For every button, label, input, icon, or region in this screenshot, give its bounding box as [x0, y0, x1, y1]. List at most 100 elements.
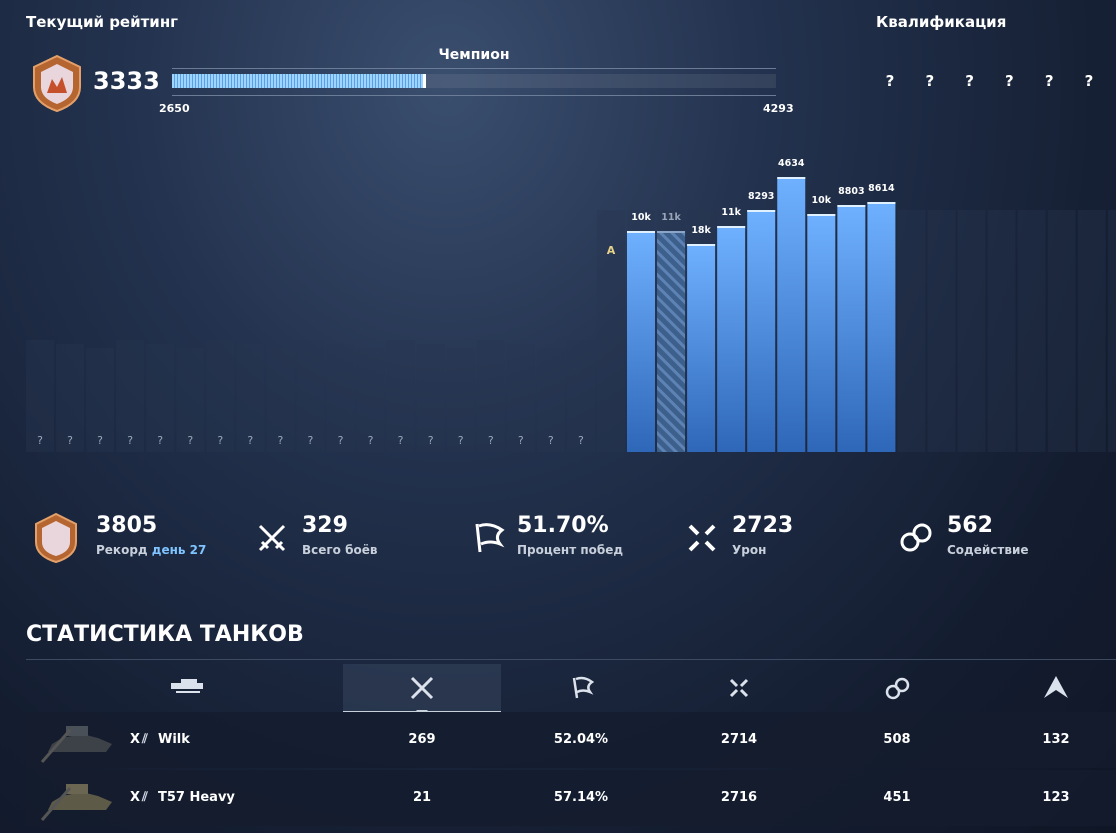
bar-label: 11k [721, 207, 741, 218]
rating-bar [717, 226, 746, 452]
tank-stat: 57.14% [553, 790, 609, 805]
table-header [171, 676, 1068, 712]
rating-bar [627, 231, 655, 452]
progress-min: 2650 [159, 102, 190, 115]
empty-slot: ? [578, 434, 584, 447]
chart-column [56, 344, 85, 452]
empty-slot: ? [338, 434, 344, 447]
bar-cap [627, 231, 655, 233]
title-rule [26, 659, 1116, 660]
tank-class: ⫽ [142, 790, 148, 805]
chart-column [86, 348, 115, 452]
tank-row[interactable]: X ⫽ Wilk 269 52.04% 2714 508 132 [26, 712, 1116, 768]
tank-image [40, 726, 112, 763]
bar-label: 8803 [838, 186, 864, 197]
record-badge [35, 512, 77, 564]
progress-frame [172, 68, 776, 96]
empty-slot: ? [217, 434, 223, 447]
tank-stat: 451 [883, 790, 911, 805]
rating-bar [687, 244, 716, 452]
bar-cap [717, 226, 746, 228]
chart-column [176, 348, 205, 452]
tank-stat: 132 [1042, 732, 1070, 747]
chart-column [326, 344, 355, 452]
chart-column [356, 348, 385, 452]
stat-label: Всего боёв [302, 543, 378, 557]
bar-label: 11k [661, 212, 681, 223]
progress-max: 4293 [763, 102, 794, 115]
empty-slot: ? [37, 434, 43, 447]
empty-slot: ? [548, 434, 554, 447]
record-text: Рекорд [96, 543, 148, 557]
empty-slot: ? [458, 434, 464, 447]
progress-fill [172, 74, 427, 88]
tank-stat: 508 [883, 732, 911, 747]
chart-column [957, 210, 986, 452]
tank-stat: 123 [1042, 790, 1070, 805]
tank-stat: 269 [408, 732, 436, 747]
tank-stat: 2716 [720, 790, 758, 805]
rating-bar [657, 231, 686, 452]
stat-label: Процент побед [517, 543, 624, 557]
stat-label: Урон [732, 543, 767, 557]
empty-slot: ? [97, 434, 103, 447]
tank-row[interactable]: X ⫽ T57 Heavy 21 57.14% 2716 451 123 [26, 770, 1116, 826]
rating-bar [837, 205, 866, 452]
rating-bar [777, 177, 806, 452]
bar-label: 8614 [868, 183, 895, 194]
chart-column [386, 340, 415, 452]
rating-bar [747, 210, 776, 452]
bar-label: 4634 [778, 158, 805, 169]
chart-column [476, 340, 505, 452]
bar-cap [747, 210, 776, 212]
battles-icon [258, 524, 286, 552]
tanks-title: СТАТИСТИКА ТАНКОВ [26, 622, 304, 647]
bar-cap [657, 231, 686, 233]
stat-value: 329 [302, 513, 348, 538]
tank-stat: 2714 [720, 732, 758, 747]
chart-column [506, 344, 535, 452]
tank-stat: 21 [412, 790, 432, 805]
empty-slot: ? [187, 434, 193, 447]
chart-column [1107, 210, 1116, 452]
bar-cap [867, 202, 896, 204]
tank-name: T57 Heavy [158, 790, 235, 805]
tank-image [40, 784, 112, 821]
empty-slot: ? [518, 434, 524, 447]
tank-stat: 52.04% [553, 732, 609, 747]
record-label: Рекорд день 27 [96, 543, 206, 557]
tank-name: Wilk [158, 732, 190, 747]
chart-column [236, 344, 265, 452]
chart-column [206, 340, 235, 452]
qualification-slot: ? [925, 72, 935, 90]
chart-column [596, 210, 625, 452]
chart-marker: A [607, 244, 616, 257]
empty-slot: ? [308, 434, 314, 447]
qualification-slot: ? [1084, 72, 1094, 90]
empty-slot: ? [247, 434, 253, 447]
chart-column [296, 340, 325, 452]
chart-column [416, 344, 445, 452]
empty-slot: ? [127, 434, 133, 447]
empty-slot: ? [277, 434, 283, 447]
qualification-slot: ? [1044, 72, 1054, 90]
bar-cap [807, 214, 836, 216]
tank-tier: X [130, 790, 141, 805]
chart-column [1047, 210, 1076, 452]
stat-label: Содействие [947, 543, 1029, 557]
chart-column [266, 348, 295, 452]
assist-icon [900, 523, 932, 552]
league-badge [33, 54, 81, 113]
stat-value: 2723 [732, 513, 794, 538]
bar-cap [777, 177, 806, 179]
empty-slot: ? [157, 434, 163, 447]
stat-value: 51.70% [517, 513, 609, 538]
rating-bar [807, 214, 836, 452]
rating-chart: ?????????????????? ? A 10k 11k 18k 11k 8293 4634… [26, 158, 1116, 452]
chart-column [987, 210, 1016, 452]
league-name: Чемпион [438, 47, 510, 63]
wins-icon [475, 523, 505, 553]
empty-slot: ? [488, 434, 494, 447]
chart-column [897, 210, 926, 452]
